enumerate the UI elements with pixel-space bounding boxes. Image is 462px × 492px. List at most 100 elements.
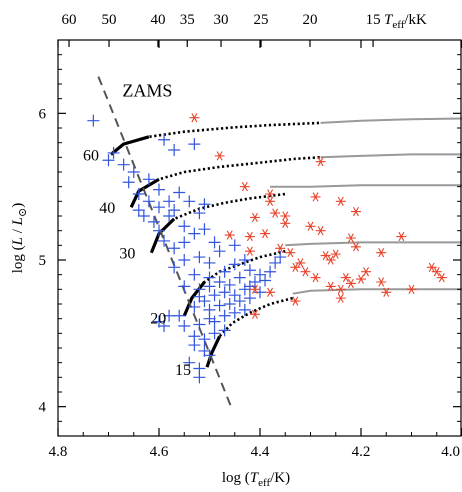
plus-point bbox=[188, 300, 201, 313]
asterisk-point bbox=[335, 284, 346, 294]
plus-point bbox=[178, 254, 191, 266]
plus-point bbox=[188, 268, 201, 281]
plus-point bbox=[218, 265, 231, 278]
plus-point bbox=[153, 315, 165, 328]
asterisk-point bbox=[280, 211, 291, 221]
x-axis-label: log (Teff/K) bbox=[222, 470, 290, 489]
plus-point bbox=[122, 176, 135, 189]
asterisk-point bbox=[376, 277, 387, 287]
x-tick-label: 4.2 bbox=[352, 444, 371, 460]
plus-point bbox=[228, 289, 241, 302]
x-axis-label-var: T bbox=[250, 470, 260, 486]
track-30-cool-line bbox=[270, 184, 462, 188]
asterisk-point bbox=[340, 272, 351, 283]
plus-point bbox=[173, 186, 186, 199]
plus-point bbox=[102, 154, 115, 167]
plus-point bbox=[203, 280, 216, 293]
asterisk-point bbox=[275, 243, 286, 253]
plus-point bbox=[158, 133, 171, 146]
asterisk-point bbox=[224, 230, 235, 240]
track-label-20: 20 bbox=[150, 311, 166, 328]
y-tick-label: 6 bbox=[39, 106, 47, 122]
x-tick-label: 4.8 bbox=[49, 444, 68, 460]
track-20-start-segment bbox=[182, 281, 206, 317]
track-60-cool-line bbox=[320, 117, 462, 124]
y-axis-label-var2: L bbox=[10, 217, 26, 226]
plus-point bbox=[269, 256, 282, 269]
plus-point bbox=[233, 271, 246, 284]
plus-point bbox=[183, 195, 196, 208]
asterisk-point bbox=[320, 250, 331, 261]
plus-point bbox=[208, 327, 221, 340]
asterisk-point bbox=[280, 218, 291, 228]
plus-point bbox=[142, 173, 155, 186]
plus-point bbox=[163, 309, 176, 322]
top-tick-label: 50 bbox=[102, 12, 117, 28]
asterisk-point bbox=[265, 189, 276, 199]
asterisk-point bbox=[305, 221, 316, 231]
plus-point bbox=[117, 158, 130, 171]
track-40-cool-line bbox=[320, 153, 462, 159]
top-tick-label: 35 bbox=[180, 12, 195, 28]
asterisk-point bbox=[335, 293, 346, 303]
top-tick-label: 15 bbox=[366, 12, 381, 28]
asterisk-point bbox=[290, 296, 301, 306]
plus-point bbox=[107, 146, 120, 159]
asterisk-point bbox=[270, 208, 281, 218]
y-axis-label-pre: log ( bbox=[10, 245, 26, 273]
top-axis-label-post: /kK bbox=[404, 12, 427, 28]
asterisk-point bbox=[426, 262, 437, 272]
plus-point bbox=[168, 261, 181, 274]
plus-point bbox=[153, 183, 165, 196]
asterisk-point bbox=[260, 228, 271, 239]
y-axis-label-var: L bbox=[10, 237, 26, 246]
plus-point bbox=[198, 333, 211, 346]
plus-point bbox=[238, 254, 251, 266]
plus-point bbox=[193, 318, 206, 331]
asterisk-point bbox=[300, 267, 311, 277]
plus-point bbox=[168, 204, 181, 217]
plus-point bbox=[208, 315, 221, 328]
asterisk-point bbox=[249, 284, 260, 294]
asterisk-point bbox=[361, 267, 372, 277]
plus-point bbox=[218, 309, 231, 322]
top-tick-label: 20 bbox=[302, 12, 317, 28]
asterisk-point bbox=[285, 248, 296, 258]
top-tick-label: 40 bbox=[150, 12, 165, 28]
plus-point bbox=[158, 234, 171, 247]
asterisk-point bbox=[431, 267, 442, 277]
plus-point bbox=[178, 280, 191, 293]
plus-point bbox=[254, 268, 266, 281]
points-layer bbox=[87, 113, 447, 384]
asterisk-point bbox=[265, 196, 276, 206]
plus-point bbox=[213, 299, 226, 312]
plus-point bbox=[208, 236, 221, 249]
plus-point bbox=[163, 195, 176, 208]
top-axis-label: Teff/kK bbox=[384, 12, 427, 31]
plus-point bbox=[132, 204, 145, 217]
plus-point bbox=[228, 239, 241, 252]
plus-point bbox=[198, 295, 211, 308]
plus-point bbox=[132, 188, 145, 200]
plus-point bbox=[274, 251, 287, 264]
plus-point bbox=[228, 258, 241, 271]
asterisk-point bbox=[335, 196, 346, 206]
asterisk-point bbox=[396, 231, 407, 242]
plus-point bbox=[168, 242, 181, 255]
asterisk-point bbox=[265, 287, 276, 297]
top-axis-label-sub: eff bbox=[392, 19, 404, 31]
asterisk-point bbox=[310, 272, 321, 283]
asterisk-point bbox=[350, 242, 361, 252]
plus-point bbox=[243, 292, 256, 305]
y-tick-label: 4 bbox=[39, 400, 47, 416]
plus-point bbox=[198, 198, 211, 211]
x-tick-label: 4.6 bbox=[150, 444, 169, 460]
track-label-60: 60 bbox=[83, 147, 99, 164]
y-tick-label: 5 bbox=[39, 253, 47, 269]
plus-point bbox=[238, 283, 251, 296]
plus-point bbox=[233, 295, 246, 308]
plus-point bbox=[213, 276, 226, 288]
asterisk-point bbox=[249, 212, 260, 223]
plus-point bbox=[163, 210, 176, 222]
